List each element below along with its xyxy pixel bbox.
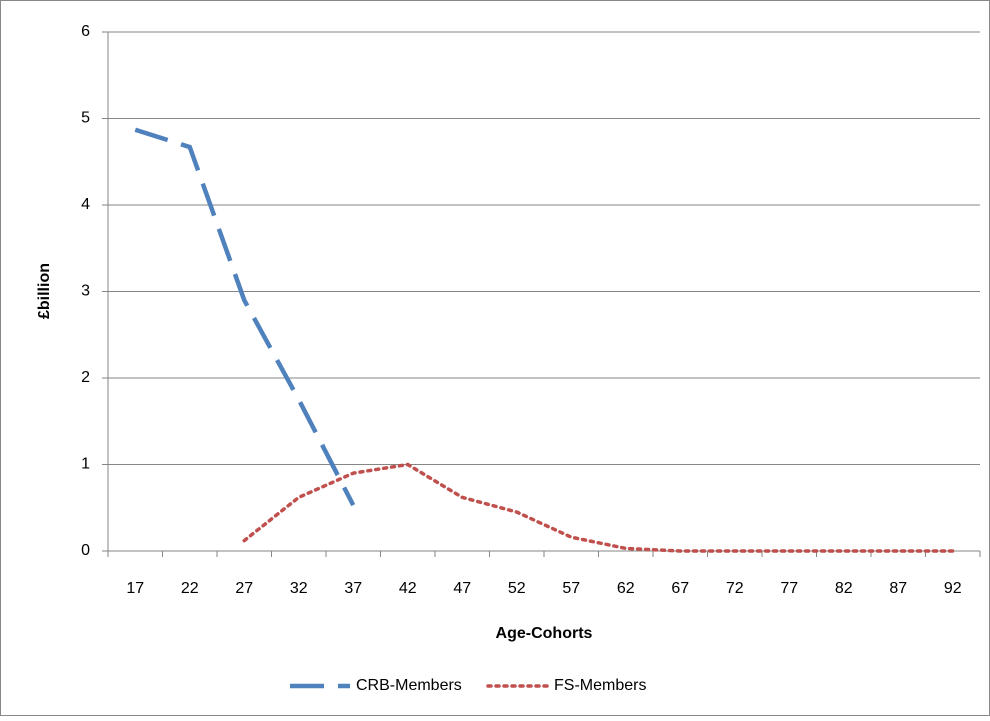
x-tick-label: 27: [235, 580, 253, 597]
x-tick-label: 17: [126, 580, 144, 597]
y-axis-title: £billion: [36, 263, 53, 319]
x-tick-label: 42: [399, 580, 417, 597]
y-tick-label: 4: [81, 196, 90, 213]
x-tick-label: 92: [944, 580, 962, 597]
y-tick-label: 6: [81, 23, 90, 40]
legend-label: CRB-Members: [356, 677, 462, 694]
x-tick-label: 67: [671, 580, 689, 597]
y-tick-label: 2: [81, 369, 90, 386]
x-tick-label: 52: [508, 580, 526, 597]
y-tick-label: 3: [81, 283, 90, 300]
x-tick-label: 57: [562, 580, 580, 597]
x-tick-label: 62: [617, 580, 635, 597]
series-line: [242, 462, 955, 553]
x-tick-label: 82: [835, 580, 853, 597]
x-tick-label: 32: [290, 580, 308, 597]
x-tick-label: 22: [181, 580, 199, 597]
x-tick-label: 47: [453, 580, 471, 597]
x-tick-label: 37: [344, 580, 362, 597]
y-tick-label: 1: [81, 456, 90, 473]
y-tick-label: 5: [81, 110, 90, 127]
series-line: [134, 127, 356, 507]
x-tick-label: 72: [726, 580, 744, 597]
legend-label: FS-Members: [554, 677, 646, 694]
y-tick-label: 0: [81, 542, 90, 559]
x-axis-title: Age-Cohorts: [496, 625, 593, 642]
x-tick-label: 77: [780, 580, 798, 597]
x-tick-label: 87: [889, 580, 907, 597]
